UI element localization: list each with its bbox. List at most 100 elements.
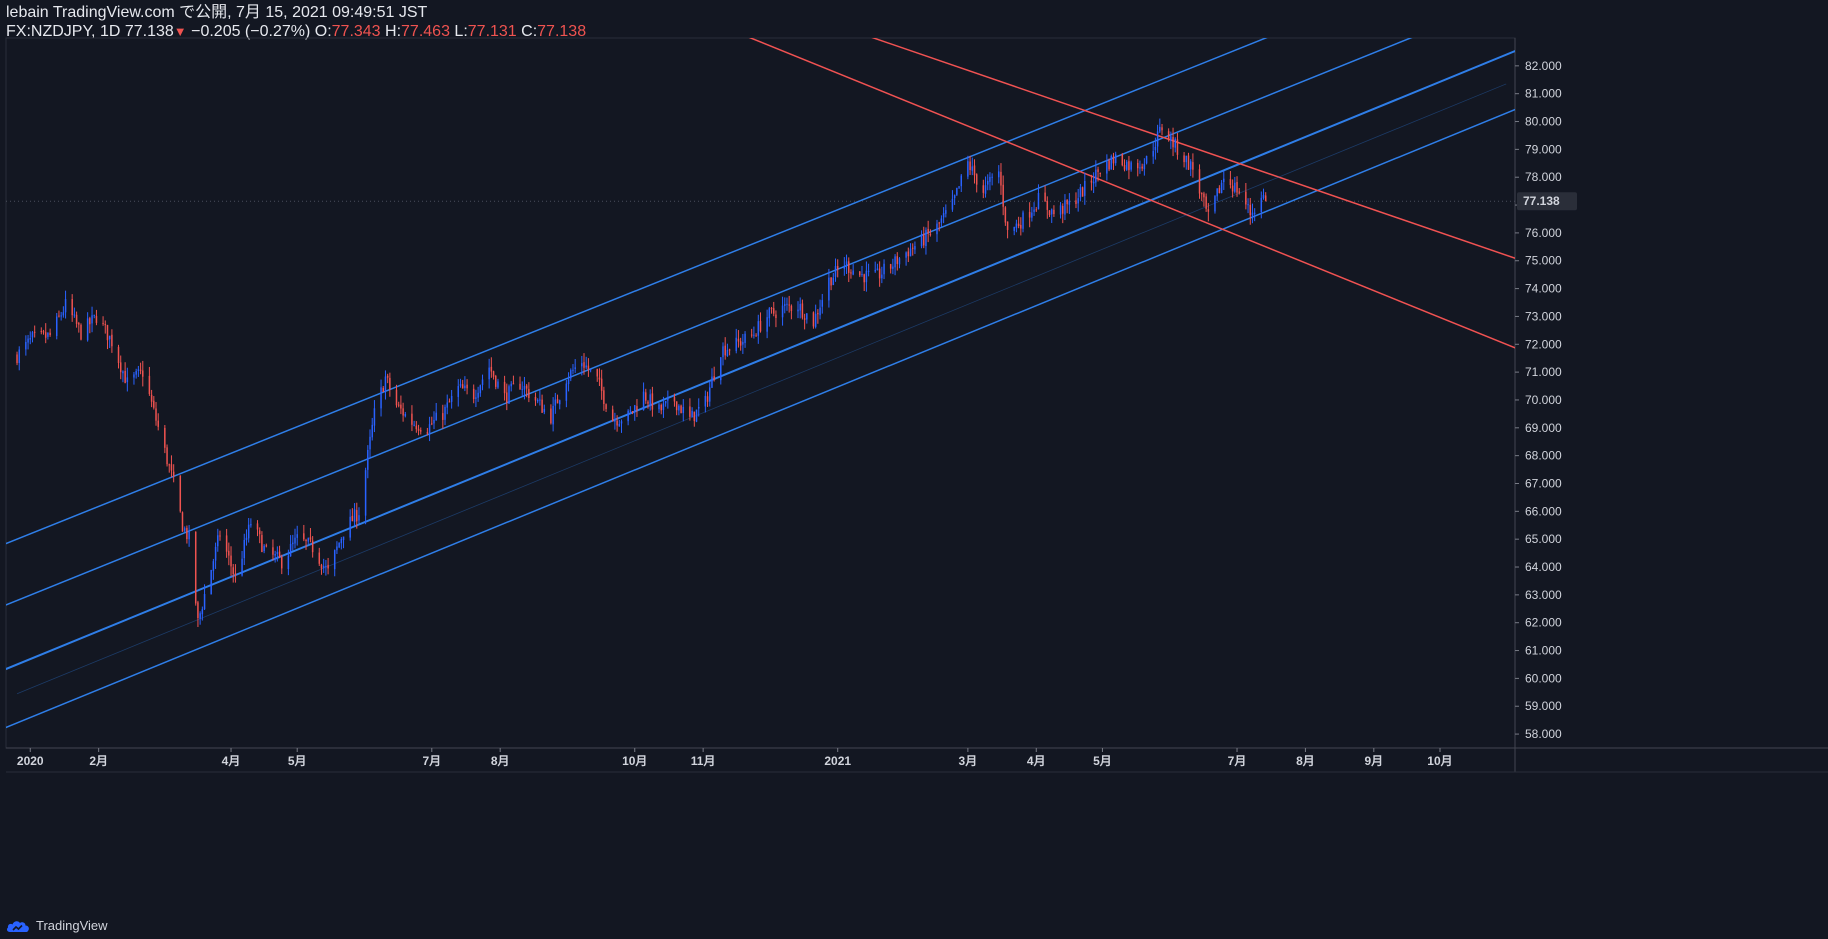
candle-body [417, 428, 420, 431]
time-axis[interactable]: 2020 2月 4月 5月 7月 8月 10月 11月 2021 3月 4月 5月 7月 8月 9月 10月 [17, 748, 1453, 768]
candle-body [457, 386, 460, 397]
candle-body [265, 545, 268, 547]
candle-body [828, 277, 830, 301]
candle-body [1128, 161, 1130, 171]
candle-body [821, 300, 824, 307]
high-value: 77.463 [401, 23, 450, 40]
price-down-icon: ▼ [173, 24, 187, 39]
candle-body [142, 370, 144, 377]
low-value: 77.131 [467, 23, 517, 40]
candle-body [395, 389, 398, 406]
candle-body [982, 185, 985, 193]
candle-body [678, 405, 680, 411]
price-tick-label: 68.000 [1525, 449, 1562, 463]
candle-body [1097, 169, 1099, 172]
candle-body [975, 174, 978, 185]
brand-name: TradingView [36, 918, 108, 933]
trendline-drawings[interactable] [0, 0, 1565, 748]
candle-body [320, 564, 323, 569]
symbol-line: FX:NZDJPY, 1D 77.138▼ −0.205 (−0.27%) O:… [6, 22, 586, 41]
candle-body [261, 535, 263, 552]
candle-body [102, 322, 104, 324]
price-axis[interactable]: 82.00081.00080.00079.00078.00077.00076.0… [1515, 59, 1577, 741]
chart-frame [5, 37, 1828, 773]
candle-body [744, 333, 746, 343]
symbol-label[interactable]: FX:NZDJPY, 1D 77.138 [6, 23, 174, 40]
candle-body [958, 186, 960, 188]
candle-body [247, 524, 250, 539]
candle-body [521, 388, 523, 390]
candle-body [1099, 173, 1101, 175]
candle-body [117, 346, 120, 363]
candle-body [33, 331, 36, 333]
candle-body [305, 540, 307, 542]
price-tick-label: 62.000 [1525, 616, 1562, 630]
candle-body [1081, 187, 1084, 197]
candle-body [801, 303, 804, 318]
candle-body [971, 166, 974, 171]
candle-body [386, 375, 389, 378]
candle-body [442, 413, 444, 420]
candle-body [47, 332, 49, 337]
candle-body [706, 396, 709, 402]
candle-body [642, 391, 645, 411]
candle-body [281, 556, 283, 569]
candle-body [1238, 191, 1240, 193]
candle-body [914, 246, 916, 250]
candle-body [1028, 211, 1031, 218]
candle-body [356, 510, 358, 522]
candle-body [1216, 188, 1218, 197]
candle-body [495, 376, 497, 387]
candle-body [742, 341, 744, 345]
candle-body [589, 369, 592, 371]
candle-body [464, 385, 466, 389]
candle-body [1187, 155, 1190, 170]
candle-body [649, 394, 651, 405]
candle-body [1176, 139, 1179, 155]
candle-body [720, 357, 722, 381]
candle-body [108, 335, 111, 340]
candle-body [863, 274, 865, 283]
candle-body [850, 272, 852, 274]
candle-body [894, 256, 896, 268]
candle-body [1121, 153, 1124, 166]
candle-body [1185, 155, 1188, 163]
candle-body [1200, 192, 1203, 195]
candle-body [214, 546, 217, 561]
candle-body [289, 543, 292, 557]
candle-body [1037, 192, 1040, 210]
candle-body [647, 401, 649, 404]
candle-body [234, 573, 237, 575]
candle-body [1251, 212, 1254, 216]
candle-body [166, 447, 168, 465]
candle-body [925, 229, 927, 247]
candle-body [170, 464, 173, 471]
candle-body [307, 538, 309, 542]
candle-body [183, 528, 186, 531]
candle-body [342, 536, 345, 541]
candle-body [757, 321, 760, 336]
candle-body [42, 331, 45, 333]
candle-body [490, 366, 493, 372]
candle-body [369, 436, 371, 450]
candle-body [1046, 201, 1049, 210]
tradingview-brand[interactable]: TradingView [6, 918, 108, 933]
candle-body [929, 234, 932, 236]
candle-body [528, 388, 530, 399]
candle-body [753, 334, 755, 336]
candle-body [71, 299, 73, 316]
candle-body [431, 423, 433, 425]
candle-body [596, 369, 598, 377]
candle-body [605, 404, 607, 410]
candle-body [466, 384, 468, 389]
candle-body [276, 552, 279, 554]
candle-body [1167, 131, 1170, 140]
candle-body [448, 401, 451, 403]
price-tick-label: 61.000 [1525, 644, 1562, 658]
candle-body [1231, 185, 1234, 192]
candle-body [55, 316, 58, 336]
candle-body [618, 423, 621, 427]
candle-body [1017, 223, 1020, 226]
candle-body [784, 304, 786, 306]
